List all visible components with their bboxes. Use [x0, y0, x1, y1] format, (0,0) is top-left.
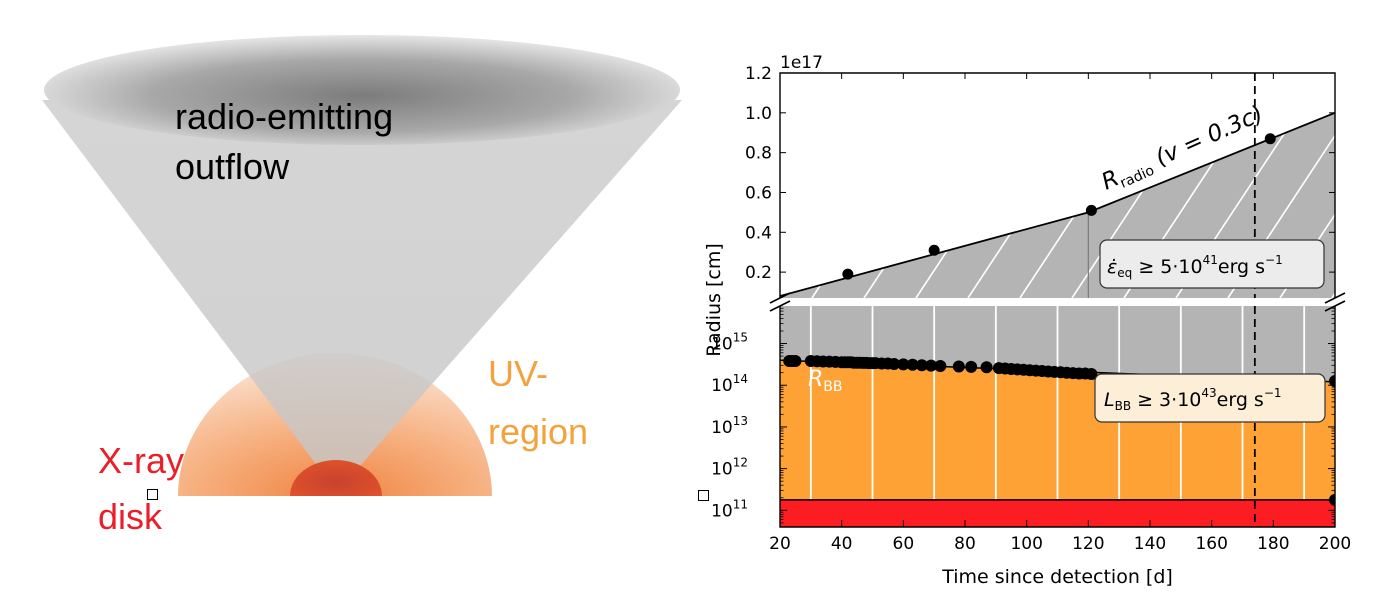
uv-region-label: UV- region: [488, 345, 588, 461]
top-panel-frame: [779, 72, 1336, 298]
radio-data-point: [1085, 204, 1097, 216]
bb-data-point: [906, 358, 919, 371]
outflow-label-line2: outflow: [175, 146, 290, 187]
annotation-bb-exponent: 43: [1201, 386, 1216, 400]
bb-data-point: [934, 360, 947, 373]
hatch-line: [780, 127, 873, 270]
top-y-tick-label: 0.6: [745, 183, 772, 203]
bottom-y-tick-exponent: 14: [733, 372, 748, 386]
radio-data-point: [928, 244, 940, 256]
annotation-L: L: [1104, 389, 1115, 411]
bottom-y-tick-label: 1011: [711, 497, 748, 521]
radio-energy-annotation-box: [1099, 239, 1325, 289]
selection-handle-left[interactable]: [147, 489, 158, 500]
x-tick-label: 180: [1257, 534, 1289, 554]
hatch-line: [967, 127, 1081, 298]
radio-data-point: [1264, 133, 1276, 145]
hatch-line: [1019, 127, 1133, 298]
annotation-unit: erg s: [1218, 256, 1265, 278]
x-tick-label: 40: [831, 534, 853, 554]
hatch-line: [915, 127, 1029, 298]
annotation-subscript: eq: [1117, 266, 1132, 280]
annotation-bb-value: ≥ 3·10: [1131, 389, 1201, 411]
annotation-value: ≥ 5·10: [1132, 256, 1202, 278]
outflow-cone: [42, 100, 682, 492]
x-tick-label: 100: [1010, 534, 1042, 554]
radius-chart: ε̇eq ≥ 5·1041erg s−1 Rradio (v = 0.3c) 0.2…: [690, 0, 1394, 596]
bb-data-point: [897, 358, 910, 371]
hatch-line: [1384, 128, 1394, 298]
bb-data-point: [1329, 375, 1335, 388]
x-ray-disk-label: X-ray disk: [98, 433, 184, 545]
x-tick-label: 80: [954, 534, 976, 554]
x-tick-label: 120: [1072, 534, 1104, 554]
xray-label-line2: disk: [98, 496, 163, 537]
top-y-tick-label: 0.4: [745, 223, 772, 243]
bb-data-point: [1085, 367, 1098, 380]
axis-break-mark: [769, 292, 791, 304]
bb-label-subscript: BB: [823, 379, 842, 395]
xray-label-line1: X-ray: [98, 440, 185, 481]
x-tick-label: 60: [893, 534, 915, 554]
bb-label-R: R: [808, 367, 823, 392]
annotation-exponent: 41: [1203, 253, 1218, 267]
radio-data-point: [842, 268, 854, 280]
x-tick-label: 140: [1134, 534, 1166, 554]
bottom-y-tick-exponent: 13: [733, 414, 748, 428]
bb-data-point: [925, 359, 938, 372]
bb-data-point: [915, 359, 928, 372]
top-offset-label: 1e17: [780, 53, 823, 73]
annotation-bb-subscript: BB: [1115, 399, 1131, 413]
x-ray-disk: [290, 460, 382, 496]
annotation-bb-unit: erg s: [1217, 389, 1264, 411]
annotation-bb-unit-exponent: −1: [1264, 386, 1282, 400]
uv-label-line2: region: [488, 411, 589, 452]
bottom-y-tick-exponent: 11: [733, 497, 748, 511]
x-tick-label: 200: [1319, 534, 1351, 554]
axis-break-mark: [1324, 292, 1346, 304]
bb-data-point: [952, 360, 965, 373]
bottom-y-tick-label: 1014: [711, 372, 748, 396]
top-y-tick-label: 1.2: [745, 64, 772, 84]
bottom-y-tick-label: 1012: [711, 456, 748, 480]
x-tick-label: 20: [769, 534, 791, 554]
hatch-line: [863, 127, 977, 298]
bb-luminosity-annotation-box: [1094, 373, 1326, 423]
top-y-tick-label: 1.0: [745, 104, 772, 124]
bottom-y-tick-exponent: 12: [733, 456, 748, 470]
bb-data-point: [789, 355, 802, 368]
bb-data-point: [888, 357, 901, 370]
hatch-line: [811, 127, 925, 298]
annotation-unit-exponent: −1: [1265, 253, 1283, 267]
y-axis-label: Radius [cm]: [703, 243, 725, 357]
axis-break-mark: [769, 300, 791, 312]
x-ray-disk-region: [780, 499, 1335, 527]
bb-data-point: [980, 361, 993, 374]
annotation-epsilon: ε̇: [1107, 256, 1117, 278]
bb-luminosity-annotation: LBB ≥ 3·1043erg s−1: [1104, 386, 1282, 413]
top-y-tick-label: 0.2: [745, 263, 772, 283]
outflow-cone-top: [44, 35, 680, 145]
hatch-line: [1071, 127, 1185, 298]
axis-break-mark: [1324, 300, 1346, 312]
outflow-diagram-svg: [42, 35, 682, 496]
uv-label-line1: UV-: [488, 353, 549, 394]
outflow-label: radio-emitting outflow: [175, 92, 393, 192]
disk-data-point: [1329, 493, 1335, 506]
bottom-panel-frame: [779, 306, 1336, 528]
top-y-tick-label: 0.8: [745, 144, 772, 164]
hatch-line: [1331, 291, 1335, 298]
bb-curve-label: RBB: [808, 367, 843, 395]
bb-data-point: [965, 360, 978, 373]
bottom-y-tick-label: 1013: [711, 414, 748, 438]
outflow-label-line1: radio-emitting: [175, 96, 394, 137]
x-tick-label: 160: [1195, 534, 1227, 554]
bottom-y-tick-exponent: 15: [733, 331, 748, 345]
outflow-illustration: radio-emitting outflow UV- region X-ray …: [0, 0, 700, 596]
radio-energy-annotation: ε̇eq ≥ 5·1041erg s−1: [1107, 253, 1283, 280]
selection-handle-right[interactable]: [698, 490, 709, 501]
x-axis-label: Time since detection [d]: [941, 566, 1173, 588]
